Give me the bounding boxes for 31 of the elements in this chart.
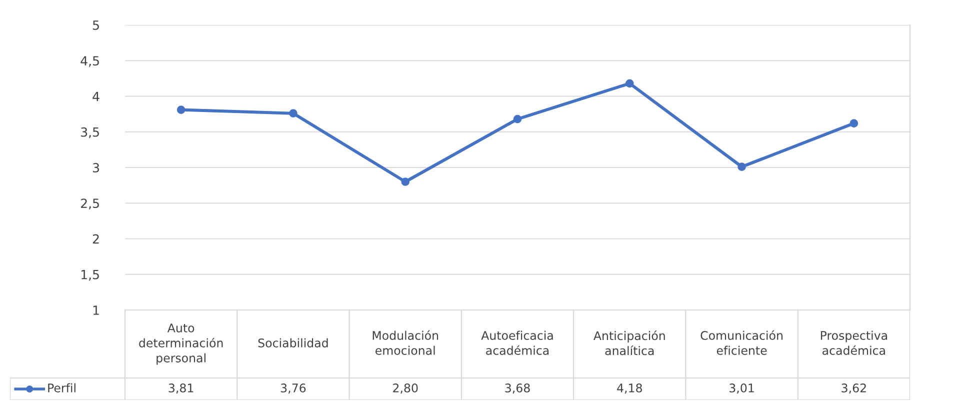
y-tick-label: 4,5 bbox=[80, 56, 99, 67]
point bbox=[738, 162, 746, 171]
y-tick-label: 4 bbox=[92, 92, 100, 101]
y-tick-label: 1 bbox=[93, 306, 99, 315]
y-tick-label: 3,5 bbox=[81, 127, 99, 138]
x-tick-label: Prospectiva académica bbox=[820, 330, 887, 355]
data-label: 3,81 bbox=[168, 383, 194, 394]
data-label: 4,18 bbox=[617, 383, 642, 394]
data-label: 3,76 bbox=[280, 383, 306, 394]
x-tick-label: Sociabilidad bbox=[258, 338, 328, 348]
x-tick-label: Comunicación eficiente bbox=[700, 330, 782, 355]
y-tick-label: 1,5 bbox=[81, 270, 99, 281]
data-label: 3,62 bbox=[842, 383, 866, 394]
y-tick-label: 2,5 bbox=[81, 198, 99, 210]
point bbox=[176, 106, 186, 114]
x-tick-label: Auto determinación personal bbox=[139, 324, 223, 365]
x-tick-label: Autoeficacia académica bbox=[481, 330, 553, 355]
data-label: 2,80 bbox=[393, 383, 418, 394]
point bbox=[401, 178, 410, 186]
data-label: 3,68 bbox=[505, 383, 530, 394]
point bbox=[289, 109, 298, 118]
legend-label: Perfil bbox=[48, 383, 76, 392]
x-tick-label: Modulación emocional bbox=[372, 330, 438, 355]
y-tick-label: 5 bbox=[93, 20, 99, 30]
point bbox=[850, 119, 858, 128]
point bbox=[513, 114, 522, 124]
data-label: 3,01 bbox=[730, 383, 754, 394]
x-tick-label: Anticipación analítica bbox=[594, 330, 665, 356]
point bbox=[625, 79, 634, 88]
y-tick-label: 2 bbox=[92, 234, 99, 244]
y-tick-label: 3 bbox=[93, 162, 99, 172]
